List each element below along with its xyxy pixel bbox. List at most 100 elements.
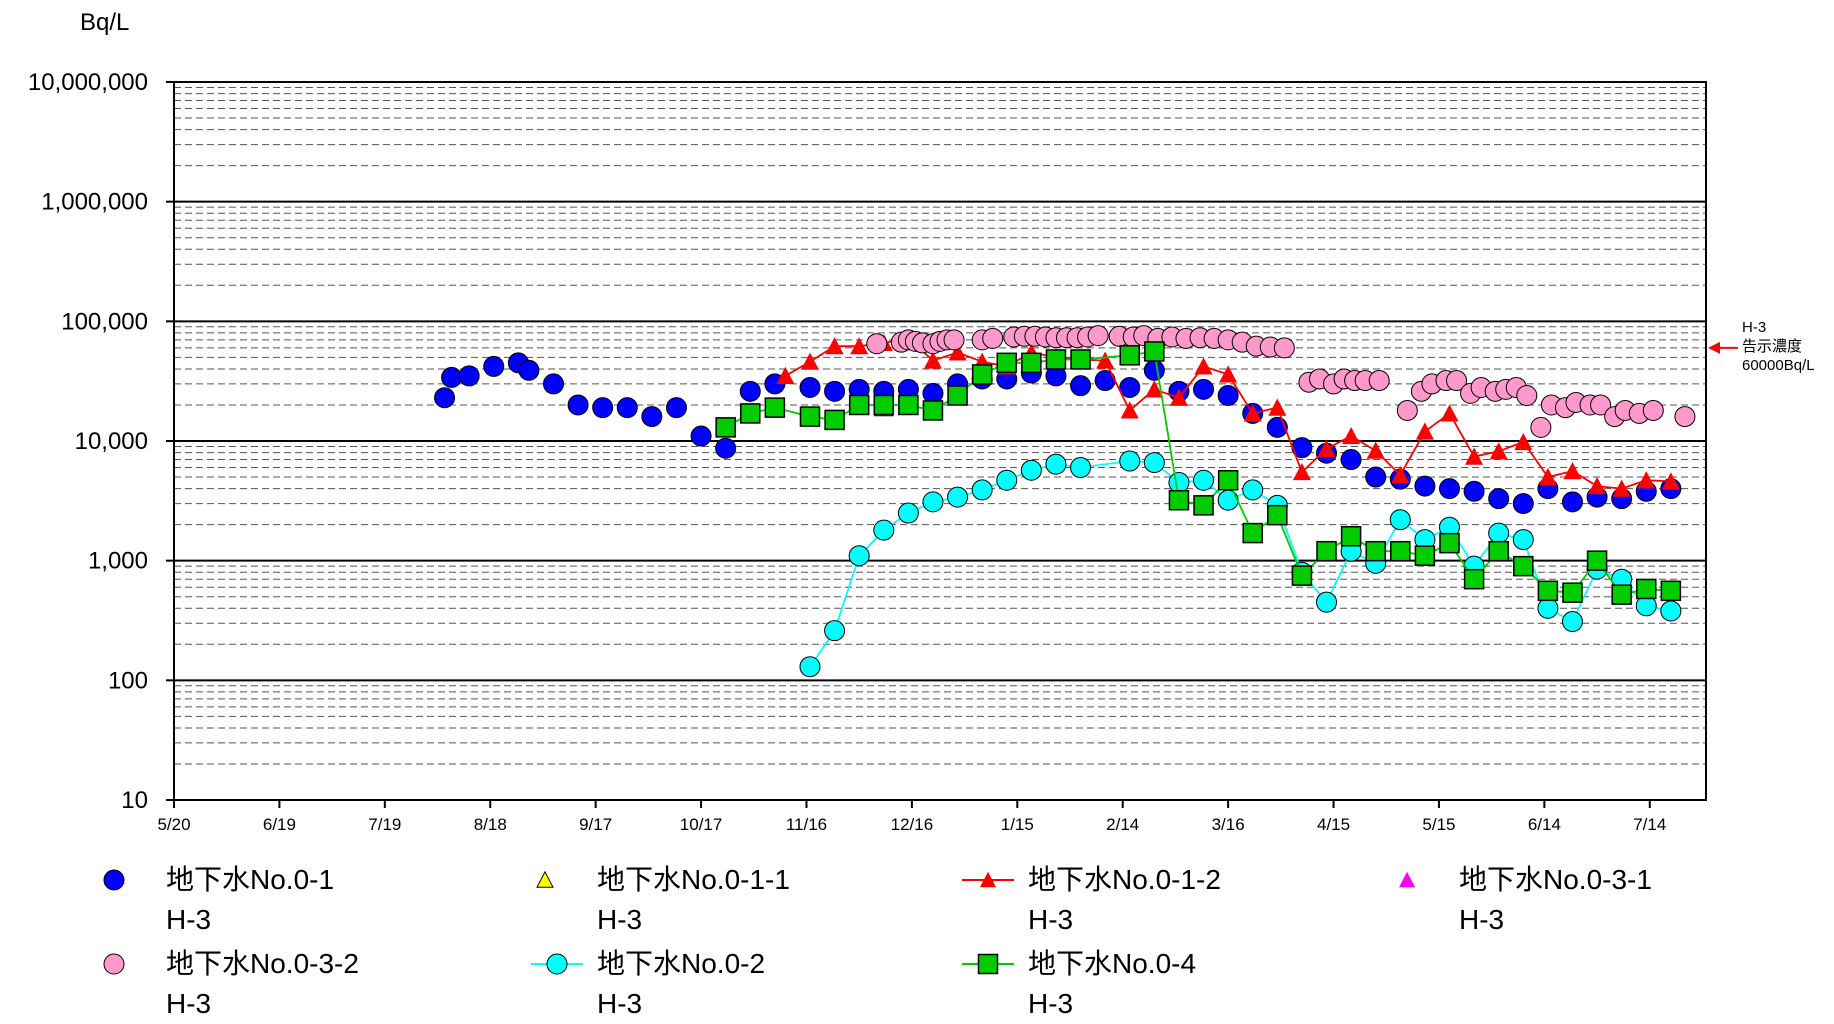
x-tick-label: 1/15: [1001, 815, 1034, 834]
data-point: [542, 373, 564, 395]
y-tick-label: 1,000,000: [41, 189, 148, 216]
legend-label: 地下水No.0-4: [1028, 948, 1197, 979]
data-point: [1292, 462, 1311, 481]
data-point: [1642, 399, 1664, 421]
data-point: [1168, 471, 1190, 493]
data-point: [715, 437, 737, 459]
data-point: [1389, 509, 1411, 531]
data-point: [1562, 582, 1583, 603]
legend-marker: [546, 953, 568, 975]
legend-symbol: [531, 953, 583, 975]
x-tick-label: 3/16: [1212, 815, 1245, 834]
legend-sublabel: H-3: [597, 988, 643, 1019]
data-point: [1537, 580, 1559, 602]
data-point: [1414, 545, 1436, 566]
data-point: [1488, 540, 1509, 562]
data-point: [592, 397, 614, 419]
data-point: [1021, 352, 1042, 374]
data-point: [1219, 365, 1238, 383]
data-point: [1661, 472, 1680, 490]
data-point: [1390, 540, 1411, 562]
data-point: [1561, 491, 1583, 513]
x-tick-label: 2/14: [1106, 815, 1139, 834]
data-point: [1268, 398, 1287, 416]
data-point: [1396, 399, 1418, 421]
data-point: [1446, 370, 1468, 392]
data-point: [848, 394, 870, 416]
legend-marker: [1399, 871, 1415, 888]
data-point: [1316, 540, 1337, 562]
annotation-arrow-head: [1708, 341, 1720, 354]
data-point: [971, 479, 993, 501]
x-tick-label: 6/19: [263, 815, 296, 834]
data-point: [943, 329, 965, 351]
data-point: [1193, 495, 1214, 516]
data-point: [1267, 504, 1288, 526]
data-point: [1119, 450, 1141, 472]
data-point: [1465, 447, 1484, 465]
data-point: [866, 333, 888, 355]
legend-symbol: [1399, 871, 1415, 888]
data-point: [665, 397, 687, 419]
legend-symbol: [103, 953, 125, 975]
gridlines: [174, 81, 1706, 801]
data-point: [1317, 439, 1336, 457]
x-tick-label: 9/17: [579, 815, 612, 834]
data-point: [776, 366, 795, 384]
data-point: [1169, 388, 1188, 406]
data-point: [1463, 480, 1485, 502]
data-point: [1489, 442, 1508, 460]
data-point: [1119, 376, 1141, 398]
data-point: [1590, 394, 1612, 416]
data-point: [1365, 466, 1387, 488]
legend-sublabel: H-3: [1028, 988, 1074, 1019]
y-tick-label: 10: [121, 787, 148, 814]
x-tick-label: 12/16: [891, 815, 934, 834]
data-point: [1414, 475, 1436, 497]
annotation-line-3: 60000Bq/L: [1742, 357, 1815, 374]
data-point: [1439, 532, 1460, 554]
data-point: [1612, 479, 1631, 497]
y-tick-label: 1,000: [88, 548, 148, 575]
data-point: [848, 545, 870, 567]
legend-symbol: [962, 953, 1014, 975]
data-point: [764, 397, 786, 418]
data-point: [1291, 565, 1313, 586]
data-point: [434, 387, 456, 409]
legend-symbol: [536, 870, 554, 888]
data-point: [873, 519, 895, 541]
data-point: [898, 394, 919, 416]
data-point: [1660, 580, 1682, 602]
data-point: [996, 469, 1018, 491]
data-point: [824, 380, 846, 402]
data-point: [1143, 359, 1165, 381]
legend-label: 地下水No.0-3-2: [166, 948, 359, 979]
data-point: [1512, 493, 1534, 515]
legend-sublabel: H-3: [166, 988, 212, 1019]
x-tick-label: 5/20: [157, 815, 190, 834]
data-point: [1415, 422, 1434, 440]
y-tick-label: 100: [108, 667, 148, 694]
x-tick-label: 4/15: [1317, 815, 1350, 834]
data-point: [1438, 478, 1460, 500]
legend-marker: [103, 869, 125, 891]
x-tick-label: 11/16: [786, 815, 827, 834]
data-point: [1143, 452, 1165, 474]
data-point: [458, 365, 480, 387]
data-point: [1020, 459, 1042, 481]
data-point: [1516, 385, 1538, 407]
legend-label: 地下水No.0-3-1: [1459, 864, 1652, 895]
data-point: [799, 376, 821, 398]
x-tick-label: 6/14: [1528, 815, 1561, 834]
data-point: [690, 425, 712, 447]
data-point: [1145, 380, 1164, 398]
annotation-line-1: H-3: [1742, 319, 1766, 336]
data-point: [1611, 584, 1632, 605]
legend-sublabel: H-3: [1459, 904, 1505, 935]
x-tick-label: 5/15: [1422, 815, 1455, 834]
data-point: [1045, 349, 1067, 370]
data-point: [1660, 600, 1682, 622]
data-point: [824, 620, 846, 642]
annotation-line-2: 告示濃度: [1742, 338, 1802, 355]
data-point: [1463, 568, 1485, 590]
